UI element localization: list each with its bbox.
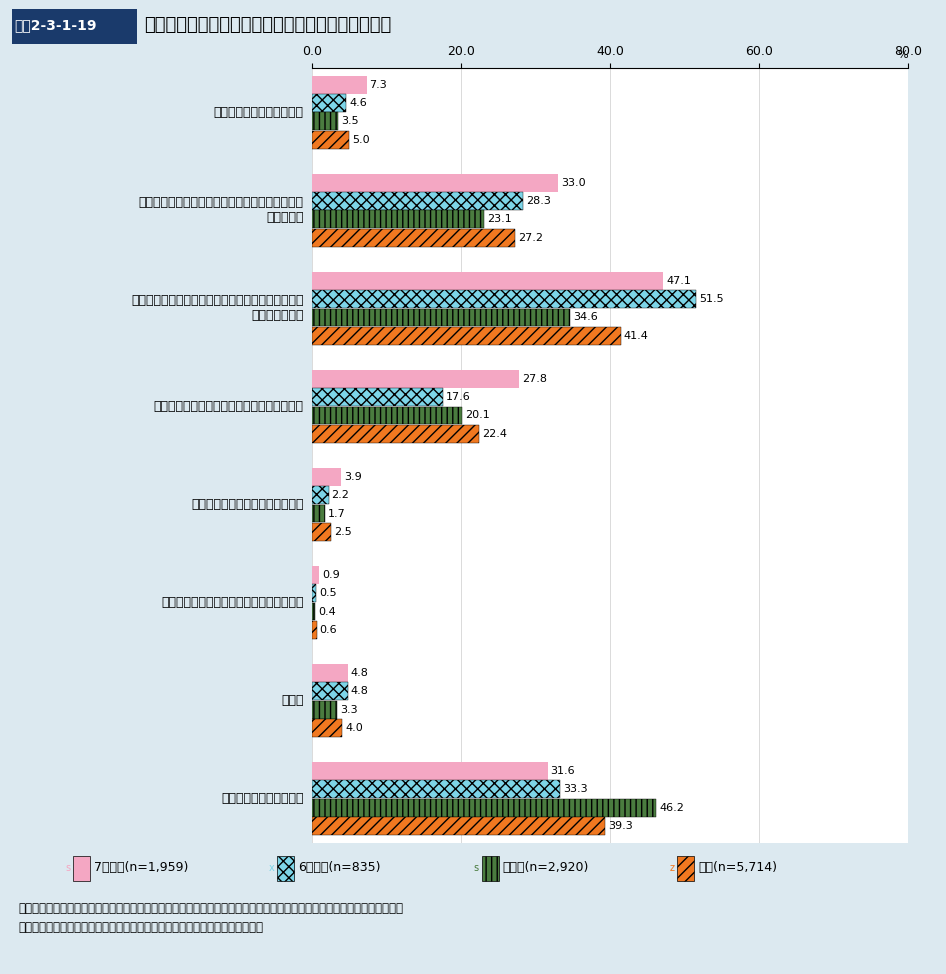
Bar xyxy=(312,486,328,505)
Text: 4.8: 4.8 xyxy=(351,668,369,678)
Bar xyxy=(312,309,569,326)
Text: 27.2: 27.2 xyxy=(517,233,543,243)
FancyBboxPatch shape xyxy=(73,856,90,880)
Bar xyxy=(312,76,366,94)
FancyBboxPatch shape xyxy=(677,856,694,880)
Bar xyxy=(312,621,317,639)
Bar xyxy=(312,584,316,602)
Text: 17.6: 17.6 xyxy=(447,393,471,402)
Text: 図表2-3-1-19: 図表2-3-1-19 xyxy=(14,19,96,32)
Bar xyxy=(312,327,621,345)
Text: 27.8: 27.8 xyxy=(522,374,548,384)
Text: 46.2: 46.2 xyxy=(659,803,684,812)
Bar xyxy=(312,272,663,289)
Text: 7.3: 7.3 xyxy=(370,80,387,90)
Text: 3.9: 3.9 xyxy=(344,471,362,482)
Text: 33.0: 33.0 xyxy=(561,177,586,188)
Bar xyxy=(312,290,696,308)
Text: その他(n=2,920): その他(n=2,920) xyxy=(503,861,589,875)
Bar xyxy=(312,112,339,131)
Bar xyxy=(312,523,331,541)
Text: 1.7: 1.7 xyxy=(328,508,345,518)
Text: 3.5: 3.5 xyxy=(342,116,359,127)
Text: 33.3: 33.3 xyxy=(563,784,587,795)
Bar xyxy=(312,505,324,522)
Text: 0.6: 0.6 xyxy=(320,625,338,635)
Text: 7都府県(n=1,959): 7都府県(n=1,959) xyxy=(94,861,188,875)
Text: 51.5: 51.5 xyxy=(699,294,724,304)
Bar xyxy=(312,173,558,192)
Bar xyxy=(312,192,523,210)
Text: 23.1: 23.1 xyxy=(487,214,512,224)
Text: 3.3: 3.3 xyxy=(340,704,358,715)
Text: 39.3: 39.3 xyxy=(608,821,633,831)
Text: 4.8: 4.8 xyxy=(351,687,369,696)
Bar xyxy=(312,468,342,486)
Bar xyxy=(312,210,484,228)
Text: z: z xyxy=(670,863,674,873)
Text: 22.4: 22.4 xyxy=(482,429,507,439)
Bar xyxy=(312,389,444,406)
FancyBboxPatch shape xyxy=(12,9,137,44)
Bar xyxy=(312,566,319,583)
Text: s: s xyxy=(474,863,479,873)
Bar xyxy=(312,370,519,388)
Bar xyxy=(312,780,560,799)
FancyBboxPatch shape xyxy=(482,856,499,880)
Bar xyxy=(312,799,657,816)
Text: 0.9: 0.9 xyxy=(322,570,340,580)
Text: 資料：一般社団法人　人とまちづくり研究所「新型コロナウイルス感染症が介護・高齢者支援に及ぼす影響と現場での取組
み・工夫に関する緊急調査【介護保険サービス事業所: 資料：一般社団法人 人とまちづくり研究所「新型コロナウイルス感染症が介護・高齢者… xyxy=(19,902,404,934)
Bar xyxy=(312,229,515,246)
Text: 28.3: 28.3 xyxy=(526,196,551,206)
Bar xyxy=(312,664,348,682)
Text: 2.5: 2.5 xyxy=(334,527,352,537)
Text: 6道府県(n=835): 6道府県(n=835) xyxy=(299,861,381,875)
Text: 4.0: 4.0 xyxy=(345,723,362,733)
Text: 41.4: 41.4 xyxy=(623,331,648,341)
Text: 5.0: 5.0 xyxy=(353,134,370,145)
Text: 新型コロナの職員の就業状況への影響（複数回答）: 新型コロナの職員の就業状況への影響（複数回答） xyxy=(144,17,391,34)
Bar xyxy=(312,700,337,719)
FancyBboxPatch shape xyxy=(277,856,294,880)
Bar xyxy=(312,131,349,149)
Text: 31.6: 31.6 xyxy=(551,766,575,776)
Bar xyxy=(312,683,348,700)
Text: s: s xyxy=(65,863,70,873)
Bar xyxy=(312,817,604,835)
Text: x: x xyxy=(269,863,274,873)
Text: 2.2: 2.2 xyxy=(331,490,349,501)
Bar xyxy=(312,603,315,620)
Text: %: % xyxy=(898,51,908,60)
Text: 0.5: 0.5 xyxy=(319,588,337,598)
Bar xyxy=(312,425,479,443)
Text: 0.4: 0.4 xyxy=(318,607,336,617)
Text: 全体(n=5,714): 全体(n=5,714) xyxy=(698,861,778,875)
Text: 34.6: 34.6 xyxy=(573,313,598,322)
Text: 47.1: 47.1 xyxy=(666,276,691,285)
Text: 4.6: 4.6 xyxy=(349,98,367,108)
Bar xyxy=(312,762,548,780)
Text: 20.1: 20.1 xyxy=(464,410,490,421)
Bar xyxy=(312,94,346,112)
Bar xyxy=(312,406,462,425)
Bar xyxy=(312,719,342,737)
